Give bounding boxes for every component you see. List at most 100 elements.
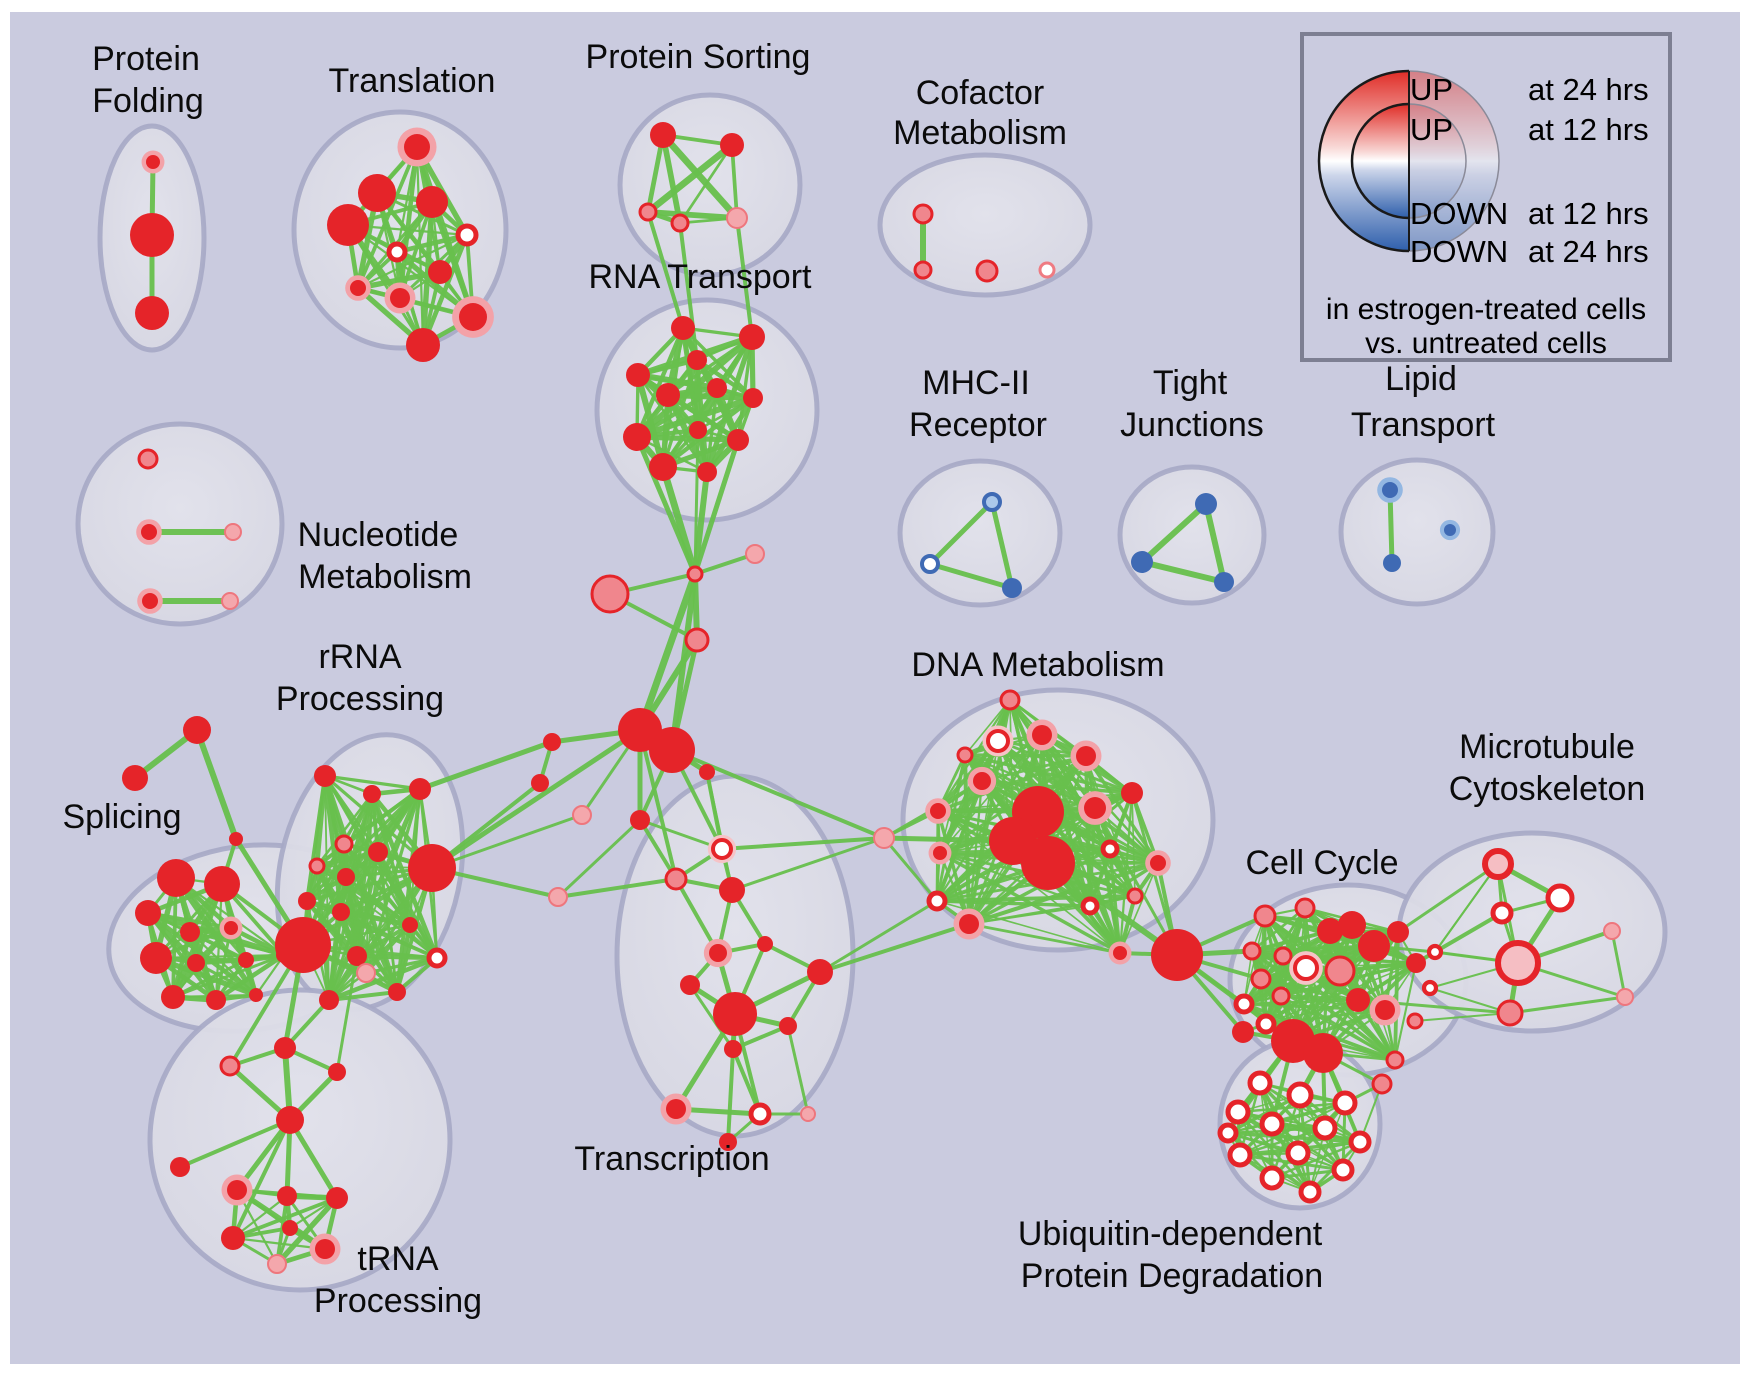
- network-node[interactable]: [926, 890, 948, 912]
- network-node[interactable]: [626, 363, 650, 387]
- network-node[interactable]: [739, 324, 765, 350]
- network-node[interactable]: [406, 328, 440, 362]
- network-node[interactable]: [1032, 725, 1052, 745]
- network-node[interactable]: [1126, 887, 1144, 905]
- network-node[interactable]: [386, 241, 408, 263]
- network-node[interactable]: [1331, 1158, 1355, 1182]
- network-node[interactable]: [1121, 782, 1143, 804]
- network-node[interactable]: [170, 1157, 190, 1177]
- network-node[interactable]: [404, 134, 430, 160]
- network-node[interactable]: [671, 316, 695, 340]
- network-node[interactable]: [402, 917, 418, 933]
- network-node[interactable]: [1002, 578, 1022, 598]
- network-node[interactable]: [548, 887, 568, 907]
- network-node[interactable]: [206, 990, 226, 1010]
- network-node[interactable]: [368, 842, 388, 862]
- network-node[interactable]: [1080, 896, 1100, 916]
- network-node[interactable]: [719, 877, 745, 903]
- network-node[interactable]: [748, 1102, 772, 1126]
- network-node[interactable]: [219, 1055, 241, 1077]
- network-node[interactable]: [1217, 1122, 1239, 1144]
- network-node[interactable]: [141, 524, 157, 540]
- network-node[interactable]: [1375, 1000, 1395, 1020]
- network-node[interactable]: [913, 260, 933, 280]
- network-node[interactable]: [1338, 911, 1366, 939]
- network-node[interactable]: [697, 462, 717, 482]
- network-node[interactable]: [1225, 1099, 1251, 1125]
- network-node[interactable]: [745, 544, 765, 564]
- network-node[interactable]: [408, 844, 456, 892]
- network-node[interactable]: [709, 944, 727, 962]
- network-node[interactable]: [1131, 551, 1153, 573]
- network-node[interactable]: [157, 859, 195, 897]
- network-node[interactable]: [999, 689, 1021, 711]
- network-node[interactable]: [229, 832, 243, 846]
- network-node[interactable]: [1421, 979, 1439, 997]
- network-node[interactable]: [388, 983, 406, 1001]
- network-node[interactable]: [720, 133, 744, 157]
- network-node[interactable]: [707, 378, 727, 398]
- network-node[interactable]: [275, 917, 331, 973]
- network-node[interactable]: [1382, 482, 1398, 498]
- network-node[interactable]: [1317, 918, 1343, 944]
- network-node[interactable]: [779, 1017, 797, 1035]
- network-node[interactable]: [1232, 1021, 1254, 1043]
- network-node[interactable]: [713, 992, 757, 1036]
- network-node[interactable]: [1312, 1115, 1338, 1141]
- network-node[interactable]: [426, 947, 448, 969]
- network-node[interactable]: [1151, 929, 1203, 981]
- network-node[interactable]: [1195, 493, 1217, 515]
- network-node[interactable]: [1406, 1012, 1424, 1030]
- network-node[interactable]: [1250, 968, 1272, 990]
- network-node[interactable]: [1482, 848, 1514, 880]
- network-node[interactable]: [975, 259, 999, 283]
- network-node[interactable]: [130, 213, 174, 257]
- network-node[interactable]: [664, 867, 688, 891]
- network-node[interactable]: [1358, 930, 1390, 962]
- network-node[interactable]: [428, 260, 452, 284]
- network-node[interactable]: [416, 186, 448, 218]
- network-node[interactable]: [204, 866, 240, 902]
- network-node[interactable]: [455, 223, 479, 247]
- network-node[interactable]: [986, 729, 1010, 753]
- network-node[interactable]: [1255, 1013, 1277, 1035]
- network-node[interactable]: [973, 772, 991, 790]
- network-node[interactable]: [638, 202, 658, 222]
- network-node[interactable]: [238, 952, 254, 968]
- network-node[interactable]: [327, 204, 369, 246]
- network-node[interactable]: [1495, 940, 1541, 986]
- network-node[interactable]: [224, 921, 238, 935]
- network-node[interactable]: [572, 805, 592, 825]
- network-node[interactable]: [1545, 883, 1575, 913]
- network-node[interactable]: [1285, 1140, 1311, 1166]
- network-node[interactable]: [314, 765, 336, 787]
- network-node[interactable]: [1616, 988, 1634, 1006]
- network-node[interactable]: [1387, 921, 1409, 943]
- network-node[interactable]: [356, 963, 376, 983]
- network-node[interactable]: [135, 900, 161, 926]
- network-node[interactable]: [687, 350, 707, 370]
- network-node[interactable]: [531, 774, 549, 792]
- network-node[interactable]: [282, 1220, 298, 1236]
- network-node[interactable]: [1038, 261, 1056, 279]
- network-node[interactable]: [711, 838, 733, 860]
- network-node[interactable]: [350, 280, 366, 296]
- network-node[interactable]: [1100, 839, 1120, 859]
- network-node[interactable]: [276, 1106, 304, 1134]
- network-node[interactable]: [727, 429, 749, 451]
- network-node[interactable]: [1603, 922, 1621, 940]
- network-node[interactable]: [630, 810, 650, 830]
- network-node[interactable]: [930, 803, 946, 819]
- network-node[interactable]: [543, 733, 561, 751]
- network-node[interactable]: [1150, 855, 1166, 871]
- network-node[interactable]: [1259, 1165, 1285, 1191]
- network-node[interactable]: [800, 1106, 816, 1122]
- network-node[interactable]: [1303, 1033, 1343, 1073]
- network-node[interactable]: [956, 746, 974, 764]
- network-node[interactable]: [135, 296, 169, 330]
- network-node[interactable]: [1286, 1081, 1314, 1109]
- network-node[interactable]: [140, 942, 172, 974]
- network-node[interactable]: [1383, 554, 1401, 572]
- network-node[interactable]: [623, 423, 651, 451]
- network-node[interactable]: [1247, 1070, 1273, 1096]
